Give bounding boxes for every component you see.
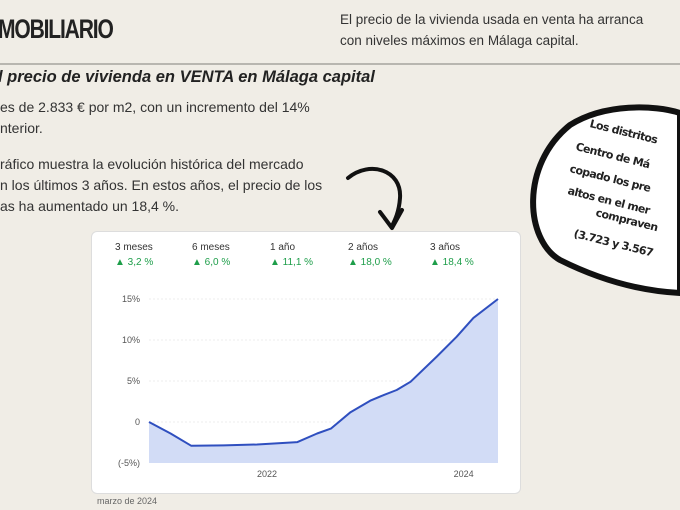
price-chart: 15% 10% 5% 0 (-5%) 2022 2024 — [118, 294, 499, 479]
period-label[interactable]: 1 año — [270, 242, 296, 253]
y-tick-label: 15% — [122, 294, 140, 304]
period-change: ▲ 6,0 % — [192, 257, 231, 268]
price-chart-card: 3 meses ▲ 3,2 % 6 meses ▲ 6,0 % 1 año ▲ 11,1 … — [91, 231, 521, 494]
period-label[interactable]: 3 meses — [115, 242, 153, 253]
y-tick-label: 10% — [122, 335, 140, 345]
period-change: ▲ 18,0 % — [348, 257, 392, 268]
speech-bubble-shape — [530, 104, 680, 297]
curved-arrow-icon — [346, 167, 404, 230]
chart-date: marzo de 2024 — [97, 496, 158, 506]
y-tick-label: (-5%) — [118, 458, 140, 468]
period-change: ▲ 18,4 % — [430, 257, 474, 268]
section-subtitle: l precio de vivienda en VENTA en Málaga … — [0, 68, 375, 86]
intro-text: El precio de la vivienda usada en venta … — [340, 9, 643, 51]
period-label[interactable]: 2 años — [348, 242, 379, 253]
period-change: ▲ 11,1 % — [270, 257, 314, 268]
divider — [0, 63, 680, 65]
paragraph-price: es de 2.833 € por m2, con un incremento … — [0, 97, 310, 139]
x-tick-label: 2024 — [454, 469, 474, 479]
para-line: n los últimos 3 años. En estos años, el … — [0, 177, 323, 193]
paragraph-chart-desc: ráfico muestra la evolución histórica de… — [0, 154, 322, 217]
para-line: as ha aumentado un 18,4 %. — [0, 198, 180, 214]
y-tick-label: 0 — [135, 417, 140, 427]
period-label[interactable]: 6 meses — [192, 242, 230, 253]
callout-bubble: Los distritos Centro de Má copado los pr… — [520, 95, 680, 300]
intro-line: El precio de la vivienda usada en venta … — [340, 12, 644, 27]
para-line: es de 2.833 € por m2, con un incremento … — [0, 99, 310, 115]
period-change: ▲ 3,2 % — [115, 257, 154, 268]
period-label[interactable]: 3 años — [430, 242, 461, 253]
area-fill — [149, 299, 498, 463]
intro-line: con niveles máximos en Málaga capital. — [340, 33, 579, 48]
para-line: nterior. — [0, 120, 43, 136]
x-tick-label: 2022 — [257, 469, 277, 479]
brand-title: MOBILIARIO — [0, 14, 114, 44]
para-line: ráfico muestra la evolución histórica de… — [0, 156, 304, 172]
y-tick-label: 5% — [127, 376, 140, 386]
series-line — [148, 298, 499, 447]
